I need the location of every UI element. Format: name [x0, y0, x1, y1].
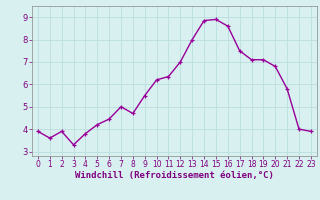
X-axis label: Windchill (Refroidissement éolien,°C): Windchill (Refroidissement éolien,°C) [75, 171, 274, 180]
